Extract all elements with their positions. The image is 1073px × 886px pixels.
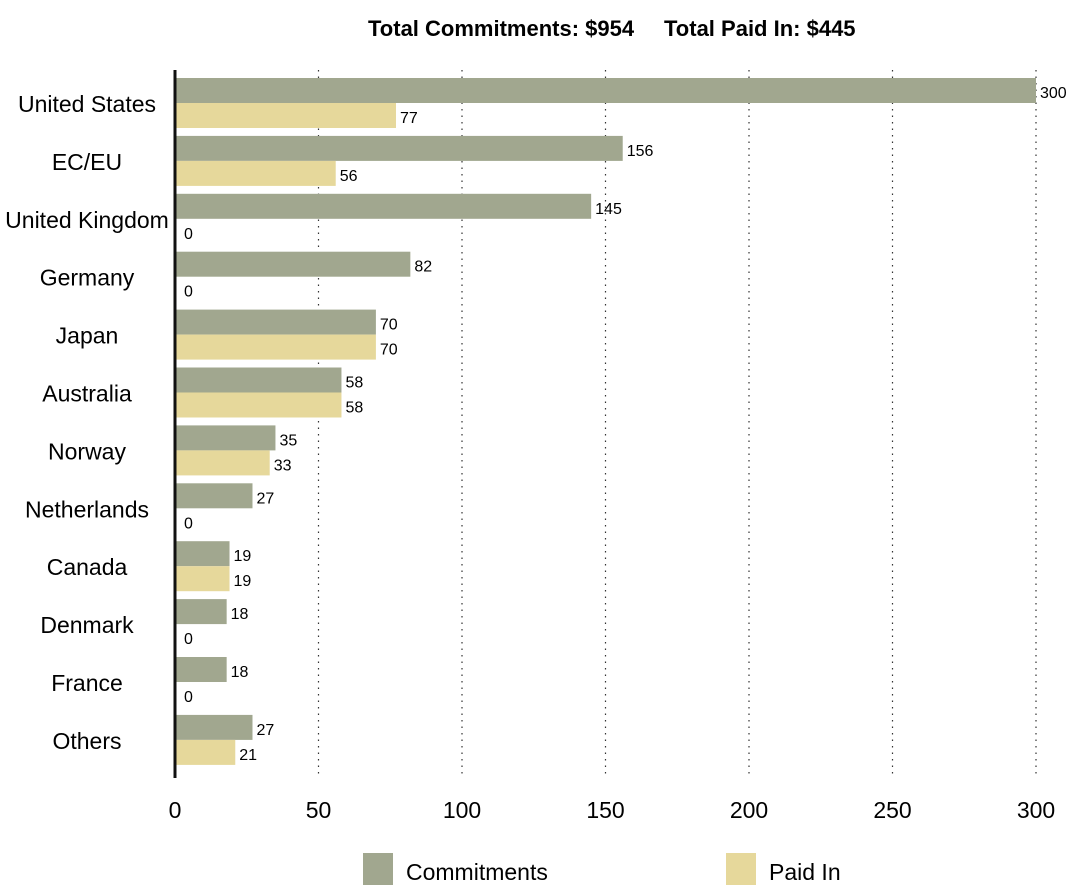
bar-commitments — [175, 135, 623, 161]
data-label-commitments: 70 — [380, 317, 398, 334]
category-label: France — [51, 670, 123, 696]
data-label-commitments: 156 — [627, 143, 654, 160]
category-label: United Kingdom — [5, 207, 169, 233]
data-label-commitments: 300 — [1040, 85, 1067, 102]
bars — [175, 78, 1036, 765]
x-tick-label: 50 — [306, 797, 332, 823]
legend-label-commitments: Commitments — [406, 859, 548, 885]
bar-paid-in — [175, 450, 270, 476]
data-label-commitments: 145 — [595, 201, 622, 218]
legend-swatch-paid-in — [726, 853, 756, 885]
bar-paid-in — [175, 566, 230, 592]
category-label: EC/EU — [52, 149, 122, 175]
bar-commitments — [175, 251, 411, 277]
data-label-commitments: 19 — [234, 548, 252, 565]
bar-commitments — [175, 367, 342, 393]
bar-commitments — [175, 541, 230, 567]
data-label-paid-in: 33 — [274, 457, 292, 474]
bar-paid-in — [175, 103, 396, 128]
legend: Commitments Paid In — [363, 853, 841, 885]
category-label: Germany — [40, 265, 135, 291]
data-label-paid-in: 0 — [184, 226, 193, 243]
total-paid-in-label: Total Paid In: $445 — [664, 16, 856, 41]
x-tick-label: 250 — [873, 797, 911, 823]
bar-commitments — [175, 193, 592, 219]
data-label-paid-in: 19 — [234, 573, 252, 590]
total-commitments-label: Total Commitments: $954 — [368, 16, 635, 41]
data-labels: 3007715656145082070705858353327019191801… — [184, 85, 1067, 764]
legend-label-paid-in: Paid In — [769, 859, 841, 885]
data-label-paid-in: 58 — [345, 400, 363, 417]
bar-paid-in — [175, 334, 376, 360]
x-tick-label: 100 — [443, 797, 481, 823]
data-label-paid-in: 77 — [400, 110, 418, 127]
data-label-commitments: 35 — [279, 432, 297, 449]
totals-header: Total Commitments: $954 Total Paid In: $… — [368, 16, 856, 41]
data-label-paid-in: 0 — [184, 515, 193, 532]
x-tick-label: 200 — [730, 797, 768, 823]
data-label-paid-in: 56 — [340, 168, 358, 185]
data-label-paid-in: 21 — [239, 747, 257, 764]
x-tick-label: 300 — [1017, 797, 1055, 823]
gridlines — [317, 70, 1037, 778]
bar-paid-in — [175, 739, 236, 765]
bar-commitments — [175, 657, 227, 682]
data-label-commitments: 82 — [414, 259, 432, 276]
bar-commitments — [175, 78, 1036, 103]
data-label-paid-in: 0 — [184, 631, 193, 648]
bar-commitments — [175, 425, 276, 451]
category-label: Norway — [48, 438, 126, 464]
category-label: Denmark — [40, 612, 134, 638]
category-label: Japan — [56, 323, 119, 349]
bar-paid-in — [175, 392, 342, 418]
bar-commitments — [175, 309, 376, 335]
axes: 0 50 100 150 200 250 300 United States EC/EU Unit… — [5, 70, 1055, 823]
category-label: Canada — [47, 554, 128, 580]
data-label-paid-in: 70 — [380, 342, 398, 359]
data-label-commitments: 58 — [345, 375, 363, 392]
data-label-paid-in: 0 — [184, 689, 193, 706]
x-tick-label: 150 — [586, 797, 624, 823]
category-label: Australia — [42, 381, 132, 407]
legend-swatch-commitments — [363, 853, 393, 885]
category-label: Others — [52, 728, 121, 754]
bar-commitments — [175, 599, 227, 625]
bar-paid-in — [175, 160, 336, 186]
data-label-commitments: 27 — [256, 490, 274, 507]
data-label-commitments: 18 — [231, 606, 249, 623]
x-tick-label: 0 — [169, 797, 182, 823]
category-label: Netherlands — [25, 496, 149, 522]
category-label: United States — [18, 91, 156, 117]
bar-commitments — [175, 483, 253, 509]
data-label-commitments: 18 — [231, 664, 249, 681]
data-label-paid-in: 0 — [184, 284, 193, 301]
data-label-commitments: 27 — [256, 722, 274, 739]
bar-commitments — [175, 714, 253, 740]
